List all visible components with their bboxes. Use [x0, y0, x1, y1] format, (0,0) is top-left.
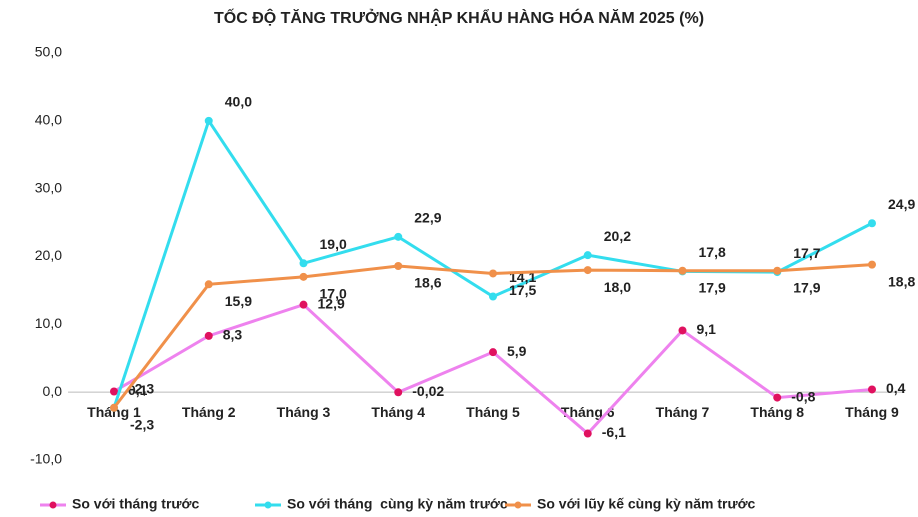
- data-label: 8,3: [223, 327, 243, 343]
- y-tick-label: -10,0: [30, 451, 62, 467]
- point: [489, 269, 497, 278]
- legend-label: So với tháng cùng kỳ năm trước: [287, 496, 508, 512]
- data-label: 40,0: [225, 94, 252, 110]
- point: [868, 385, 876, 394]
- point: [678, 266, 687, 275]
- data-label: 15,9: [225, 293, 252, 309]
- point: [773, 393, 782, 402]
- x-tick-label: Tháng 2: [182, 404, 236, 420]
- point: [583, 266, 592, 275]
- x-tick-label: Tháng 1: [87, 404, 141, 420]
- y-tick-label: 0,0: [43, 383, 63, 399]
- point: [204, 116, 213, 125]
- data-label: -6,1: [602, 424, 626, 440]
- data-label: 18,8: [888, 273, 915, 289]
- legend-marker: [514, 501, 522, 509]
- data-label: 5,9: [507, 343, 527, 359]
- series-line: [112, 117, 873, 409]
- point: [394, 232, 403, 241]
- y-tick-label: 10,0: [35, 315, 62, 331]
- data-label: 17,9: [793, 279, 820, 295]
- data-label: 17,7: [793, 245, 820, 261]
- data-label: 0,4: [886, 380, 906, 396]
- data-label: 9,1: [697, 321, 717, 337]
- point: [204, 280, 213, 289]
- data-label: -2,3: [130, 380, 154, 396]
- data-label: 0,1: [128, 382, 148, 398]
- point: [110, 403, 118, 412]
- data-label: -0,02: [412, 383, 444, 399]
- point: [583, 251, 592, 260]
- chart-title: TỐC ĐỘ TĂNG TRƯỞNG NHẬP KHẨU HÀNG HÓA NĂ…: [214, 7, 704, 27]
- data-label: 17,5: [509, 282, 536, 298]
- data-label: 24,9: [888, 196, 915, 212]
- x-tick-label: Tháng 6: [561, 404, 615, 420]
- data-label: 18,0: [604, 279, 631, 295]
- data-label: 18,6: [414, 275, 441, 291]
- x-tick-label: Tháng 9: [845, 404, 899, 420]
- point: [868, 219, 876, 228]
- point: [583, 429, 592, 438]
- legend-marker: [264, 501, 272, 509]
- x-tick-label: Tháng 3: [277, 404, 331, 420]
- point: [299, 272, 308, 281]
- point: [299, 300, 308, 309]
- point: [678, 326, 687, 335]
- y-tick-label: 30,0: [35, 179, 62, 195]
- data-label: -2,3: [130, 416, 154, 432]
- point: [394, 388, 403, 397]
- point: [868, 260, 876, 269]
- x-tick-label: Tháng 4: [371, 404, 425, 420]
- data-label: -0,8: [791, 388, 815, 404]
- point: [204, 331, 213, 340]
- x-tick-label: Tháng 5: [466, 404, 520, 420]
- x-tick-label: Tháng 8: [750, 404, 804, 420]
- point: [773, 266, 782, 275]
- data-label: 17,0: [320, 286, 347, 302]
- point: [299, 259, 308, 268]
- point: [489, 348, 497, 357]
- data-label: 22,9: [414, 210, 441, 226]
- data-label: 12,9: [318, 295, 345, 311]
- legend-label: So với lũy kế cùng kỳ năm trước: [537, 496, 756, 512]
- y-tick-label: 20,0: [35, 247, 62, 263]
- data-label: 20,2: [604, 228, 631, 244]
- y-tick-label: 40,0: [35, 112, 62, 128]
- legend-label: So với tháng trước: [72, 496, 199, 512]
- data-label: 17,8: [699, 244, 726, 260]
- x-tick-label: Tháng 7: [656, 404, 710, 420]
- data-label: 19,0: [320, 236, 347, 252]
- y-tick-label: 50,0: [35, 44, 62, 60]
- data-label: 17,9: [699, 279, 726, 295]
- legend-marker: [49, 501, 57, 509]
- point: [489, 292, 497, 301]
- point: [110, 387, 118, 396]
- point: [394, 261, 403, 270]
